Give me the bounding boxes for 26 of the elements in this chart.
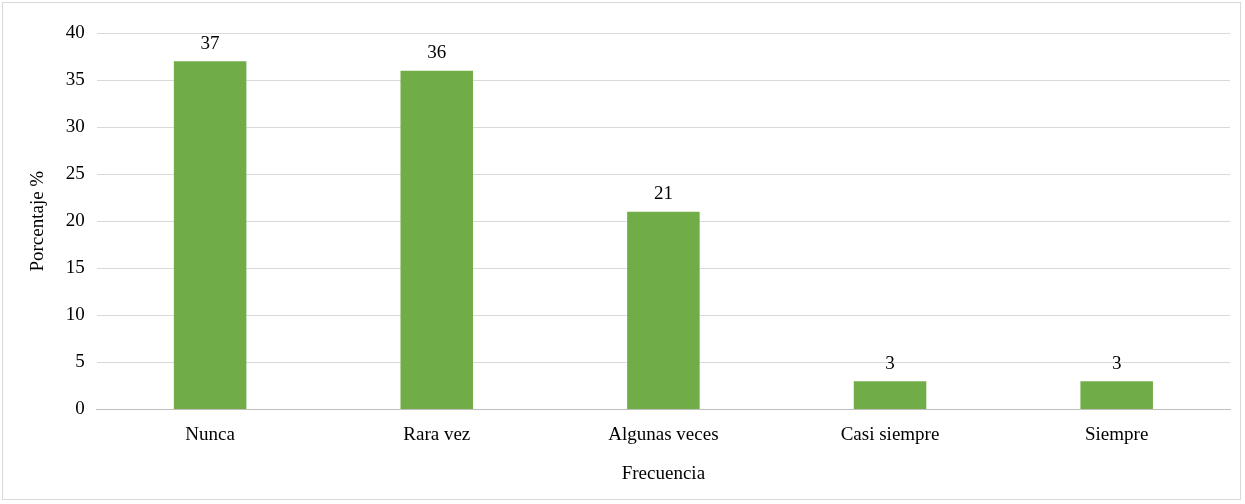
x-axis-title: Frecuencia (621, 461, 706, 483)
data-label: 21 (653, 182, 673, 204)
x-tick-label: Rara vez (403, 422, 471, 444)
data-label: 36 (427, 41, 447, 63)
bar (173, 61, 247, 409)
y-axis-title: Porcentaje % (26, 170, 48, 272)
y-tick-label: 40 (65, 20, 85, 42)
x-tick-label: Casi siempre (840, 422, 940, 444)
data-label: 3 (885, 351, 895, 373)
bar (400, 70, 474, 409)
y-tick-label: 30 (65, 115, 85, 137)
y-tick-label: 10 (65, 303, 85, 325)
y-tick-label: 0 (75, 397, 85, 419)
bar (853, 381, 927, 409)
y-tick-label: 25 (65, 162, 85, 184)
data-label: 37 (200, 31, 220, 53)
x-tick-label: Siempre (1085, 422, 1149, 444)
bar (1080, 381, 1153, 409)
y-tick-label: 15 (65, 256, 85, 278)
bar (627, 211, 700, 409)
data-label: 3 (1111, 351, 1122, 373)
x-tick-label: Algunas veces (608, 422, 719, 444)
y-tick-label: 35 (65, 68, 85, 90)
y-tick-label: 20 (65, 209, 85, 231)
x-tick-label: Nunca (185, 422, 236, 444)
y-tick-label: 5 (75, 350, 85, 372)
